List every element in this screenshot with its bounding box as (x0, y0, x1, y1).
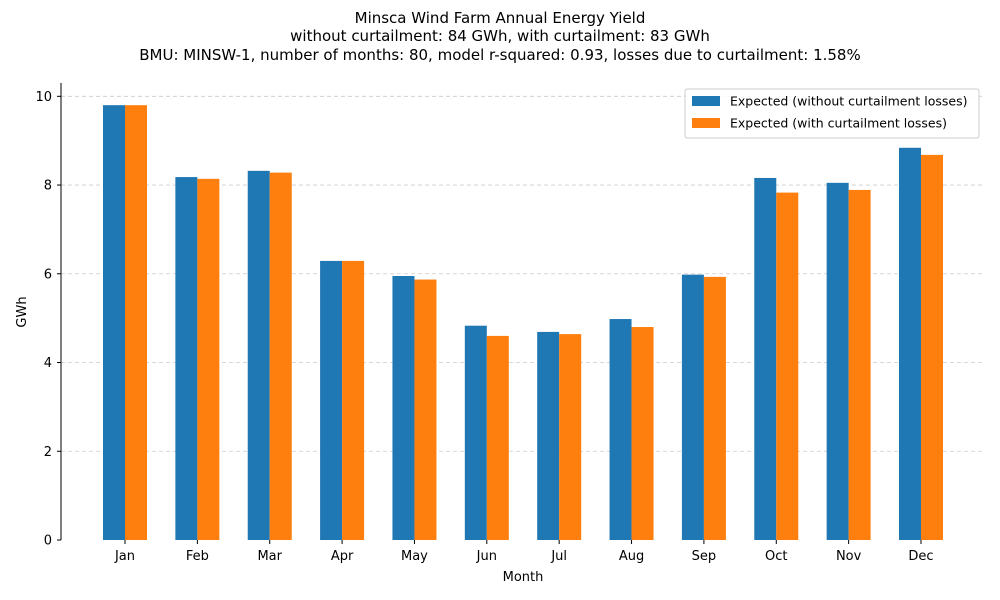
x-tick-label: Aug (619, 549, 644, 564)
x-tick-label: Jul (550, 549, 567, 564)
x-tick-label: May (401, 549, 428, 564)
bar-with-curtailment (197, 178, 220, 540)
bar-without-curtailment (899, 147, 921, 541)
x-axis-label: Month (503, 570, 544, 585)
bar-without-curtailment (320, 260, 343, 540)
bar-without-curtailment (754, 177, 777, 540)
legend: Expected (without curtailment losses) Exp… (684, 88, 980, 139)
y-tick-label: 0 (44, 534, 52, 549)
bar-without-curtailment (247, 170, 270, 541)
x-tick-label: Jun (476, 549, 497, 564)
bar-with-curtailment (631, 327, 654, 540)
y-ticks: 0 2 4 6 8 10 (35, 90, 61, 549)
legend-label: Expected (with curtailment losses) (730, 116, 947, 131)
bar-with-curtailment (342, 260, 365, 540)
x-tick-label: Apr (331, 549, 354, 564)
chart-title: Minsca Wind Farm Annual Energy Yield wit… (139, 9, 860, 64)
x-tick-label: Oct (765, 549, 787, 564)
bar-with-curtailment (848, 189, 871, 540)
x-tick-label: Nov (836, 549, 862, 564)
legend-swatch (692, 96, 720, 106)
bar-without-curtailment (175, 177, 198, 540)
bar-with-curtailment (486, 335, 509, 540)
x-tick-label: Mar (257, 549, 282, 564)
y-tick-label: 10 (35, 90, 52, 105)
y-axis-label: GWh (15, 296, 30, 327)
bar-without-curtailment (681, 274, 704, 540)
bar-with-curtailment (414, 279, 437, 540)
bars (103, 105, 943, 541)
y-tick-label: 8 (44, 179, 52, 194)
bar-with-curtailment (559, 334, 582, 540)
legend-swatch (692, 118, 720, 128)
legend-box (684, 88, 980, 139)
bar-without-curtailment (392, 276, 415, 540)
bar-with-curtailment (703, 276, 726, 540)
bar-with-curtailment (125, 105, 147, 541)
y-tick-label: 4 (44, 356, 52, 371)
title-line-1: Minsca Wind Farm Annual Energy Yield (355, 9, 646, 27)
x-tick-label: Dec (908, 549, 933, 564)
bar-with-curtailment (921, 154, 943, 540)
legend-label: Expected (without curtailment losses) (730, 94, 967, 109)
x-tick-label: Sep (692, 549, 717, 564)
x-ticks: Jan Feb Mar Apr May Jun Jul Aug Sep Oct Nov Dec (114, 540, 934, 564)
bar-with-curtailment (776, 192, 799, 541)
title-line-3: BMU: MINSW-1, number of months: 80, mode… (139, 46, 860, 64)
bar-without-curtailment (103, 105, 125, 541)
title-line-2: without curtailment: 84 GWh, with curtai… (290, 27, 710, 45)
bar-without-curtailment (537, 331, 560, 540)
bar-with-curtailment (269, 172, 292, 540)
bar-without-curtailment (826, 182, 849, 541)
x-tick-label: Feb (186, 549, 209, 564)
y-tick-label: 2 (44, 445, 52, 460)
x-tick-label: Jan (114, 549, 135, 564)
bar-without-curtailment (609, 319, 632, 540)
bar-without-curtailment (464, 325, 487, 540)
y-tick-label: 6 (44, 267, 52, 282)
